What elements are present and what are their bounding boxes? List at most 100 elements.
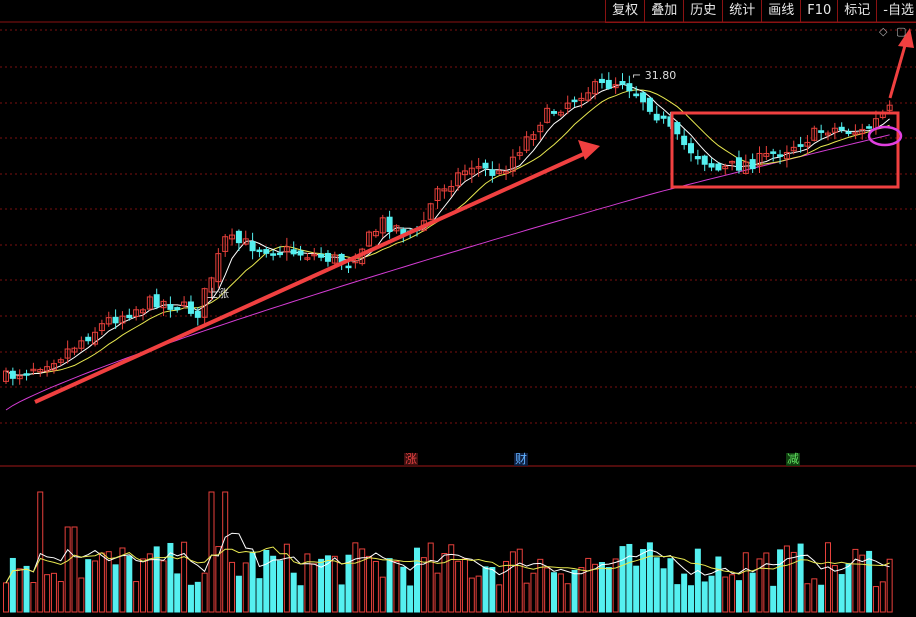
volume-bar-90	[619, 546, 626, 613]
volume-bar-31	[215, 546, 222, 613]
candle-body-43	[297, 250, 304, 256]
volume-bar-48	[331, 555, 338, 613]
volume-bar-93	[640, 549, 647, 613]
volume-bar-16	[112, 564, 119, 613]
candle-body-54	[372, 230, 379, 237]
toolbar-item-6[interactable]: 标记	[838, 0, 878, 22]
corner-arrow-line	[888, 41, 908, 99]
volume-bar-108	[742, 552, 749, 613]
candle-body-21	[146, 296, 153, 310]
volume-bar-94	[646, 542, 653, 613]
volume-bar-46	[318, 558, 325, 613]
candle-body-117	[804, 141, 811, 147]
volume-bar-15	[105, 551, 112, 613]
event-marker-zhang[interactable]: 涨	[404, 452, 419, 466]
peak-value: 31.80	[644, 69, 677, 82]
candle-body-119	[818, 130, 825, 133]
volume-bar-74	[509, 551, 516, 613]
volume-bar-88	[605, 567, 612, 613]
candle-body-33	[229, 234, 236, 240]
candle-body-81	[557, 111, 564, 116]
trend-arrow-head	[578, 140, 600, 160]
candle-body-37	[256, 249, 263, 253]
diamond-icon[interactable]: ◇	[879, 25, 888, 38]
candle-body-120	[825, 132, 831, 136]
candle-body-106	[729, 160, 736, 164]
candle-body-68	[468, 167, 475, 175]
ma10-line	[5, 89, 890, 376]
candle-body-125	[859, 128, 866, 135]
volume-bar-11	[78, 577, 85, 613]
volume-bar-40	[277, 560, 283, 613]
candle-body-46	[318, 253, 325, 258]
volume-bar-89	[612, 558, 619, 613]
volume-bar-112	[770, 585, 777, 613]
candle-body-108	[742, 161, 749, 174]
trend-label-up: 上涨	[207, 287, 229, 300]
volume-bar-82	[564, 583, 571, 613]
candle-body-24	[167, 304, 174, 310]
candle-body-110	[756, 152, 763, 167]
volume-bar-65	[448, 544, 455, 613]
volume-bar-53	[366, 555, 373, 613]
volume-bar-39	[270, 555, 277, 613]
volume-bar-54	[372, 560, 379, 613]
volume-bar-100	[688, 585, 694, 613]
volume-bar-24	[167, 542, 174, 613]
toolbar-item-0[interactable]: 复权	[606, 0, 646, 22]
volume-bar-114	[783, 545, 790, 613]
candle-body-28	[194, 310, 201, 318]
volume-bar-49	[338, 584, 345, 613]
event-marker-jian[interactable]: 减	[786, 452, 801, 466]
volume-bar-125	[859, 554, 866, 613]
candle-body-102	[701, 155, 708, 165]
candle-body-129	[886, 104, 893, 111]
candle-body-87	[598, 78, 605, 84]
volume-bar-0	[3, 582, 9, 613]
volume-bar-80	[551, 572, 557, 613]
volume-bar-67	[461, 558, 468, 613]
toolbar-item-5[interactable]: F10	[801, 0, 839, 22]
square-icon[interactable]: ▢	[896, 25, 907, 38]
volume-bar-6	[44, 574, 51, 613]
volume-bar-119	[818, 584, 825, 613]
volume-bar-99	[681, 573, 688, 613]
toolbar-item-3[interactable]: 统计	[723, 0, 763, 22]
candle-body-40	[277, 252, 283, 256]
volume-bar-33	[229, 561, 236, 613]
candle-body-38	[263, 249, 270, 254]
volume-bar-109	[749, 572, 756, 613]
candle-body-29	[201, 288, 208, 318]
candle-body-86	[592, 81, 599, 95]
volume-bar-43	[297, 585, 304, 613]
volume-bar-9	[64, 526, 71, 613]
candle-body-103	[708, 163, 715, 168]
candle-body-69	[475, 166, 482, 169]
volume-bar-55	[379, 576, 386, 613]
candle-body-39	[270, 253, 277, 256]
volume-bar-120	[825, 542, 831, 613]
volume-bar-127	[872, 586, 879, 613]
candle-body-67	[461, 170, 468, 176]
toolbar-item-4[interactable]: 画线	[762, 0, 802, 22]
volume-bar-23	[160, 560, 167, 613]
candle-body-23	[160, 300, 167, 309]
candle-body-56	[386, 216, 393, 233]
event-marker-cai[interactable]: 财	[514, 452, 529, 466]
candle-body-20	[140, 309, 146, 314]
volume-bar-19	[133, 581, 140, 613]
volume-ma10-line	[5, 546, 890, 584]
candle-body-45	[311, 253, 318, 257]
candle-body-3	[23, 373, 30, 376]
toolbar-item-1[interactable]: 叠加	[645, 0, 685, 22]
candle-body-79	[544, 107, 551, 123]
volume-bar-121	[831, 565, 838, 613]
candle-body-12	[85, 336, 92, 342]
candle-body-10	[71, 347, 78, 353]
volume-bar-106	[729, 574, 736, 613]
volume-bar-111	[763, 552, 770, 613]
candle-body-57	[393, 225, 400, 232]
toolbar-item-7[interactable]: -自选	[883, 3, 914, 18]
toolbar-item-2[interactable]: 历史	[684, 0, 724, 22]
consolidation-box	[670, 111, 900, 189]
